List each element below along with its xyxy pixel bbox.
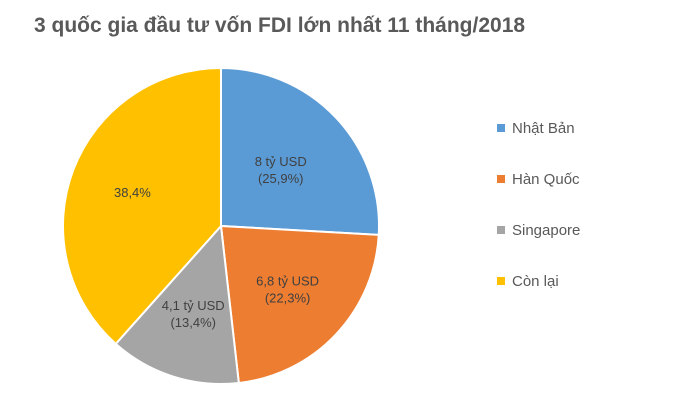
chart-legend: Nhật Bản Hàn Quốc Singapore Còn lại: [497, 115, 580, 319]
pie-slice-han-quoc: [219, 224, 380, 385]
data-label-con-lai: 38,4%: [114, 185, 151, 200]
pie-data-labels: 8 tỷ USD (25,9%) 6,8 tỷ USD (22,3%) 4,1 tỷ U…: [114, 154, 319, 330]
pie-slices: [62, 66, 380, 385]
data-label-han-quoc: 6,8 tỷ USD (22,3%): [256, 273, 319, 305]
pie-slice-nhat-ban: [220, 66, 380, 236]
chart-title: 3 quốc gia đầu tư vốn FDI lớn nhất 11 th…: [34, 14, 526, 37]
legend-item-con-lai: Còn lại: [497, 268, 580, 294]
legend-swatch: [497, 226, 505, 234]
legend-item-singapore: Singapore: [497, 217, 580, 243]
data-label-nhat-ban: 8 tỷ USD (25,9%): [255, 154, 307, 186]
legend-item-han-quoc: Hàn Quốc: [497, 166, 580, 192]
legend-item-nhat-ban: Nhật Bản: [497, 115, 580, 141]
legend-swatch: [497, 175, 505, 183]
legend-label: Còn lại: [512, 272, 559, 290]
pie-slice-singapore: [114, 223, 240, 385]
legend-label: Singapore: [512, 221, 581, 239]
pie-slice-con-lai: [62, 66, 222, 346]
legend-swatch: [497, 277, 505, 285]
legend-label: Hàn Quốc: [512, 170, 580, 188]
data-label-singapore: 4,1 tỷ USD (13,4%): [162, 298, 225, 330]
legend-label: Nhật Bản: [512, 119, 575, 137]
legend-swatch: [497, 124, 505, 132]
